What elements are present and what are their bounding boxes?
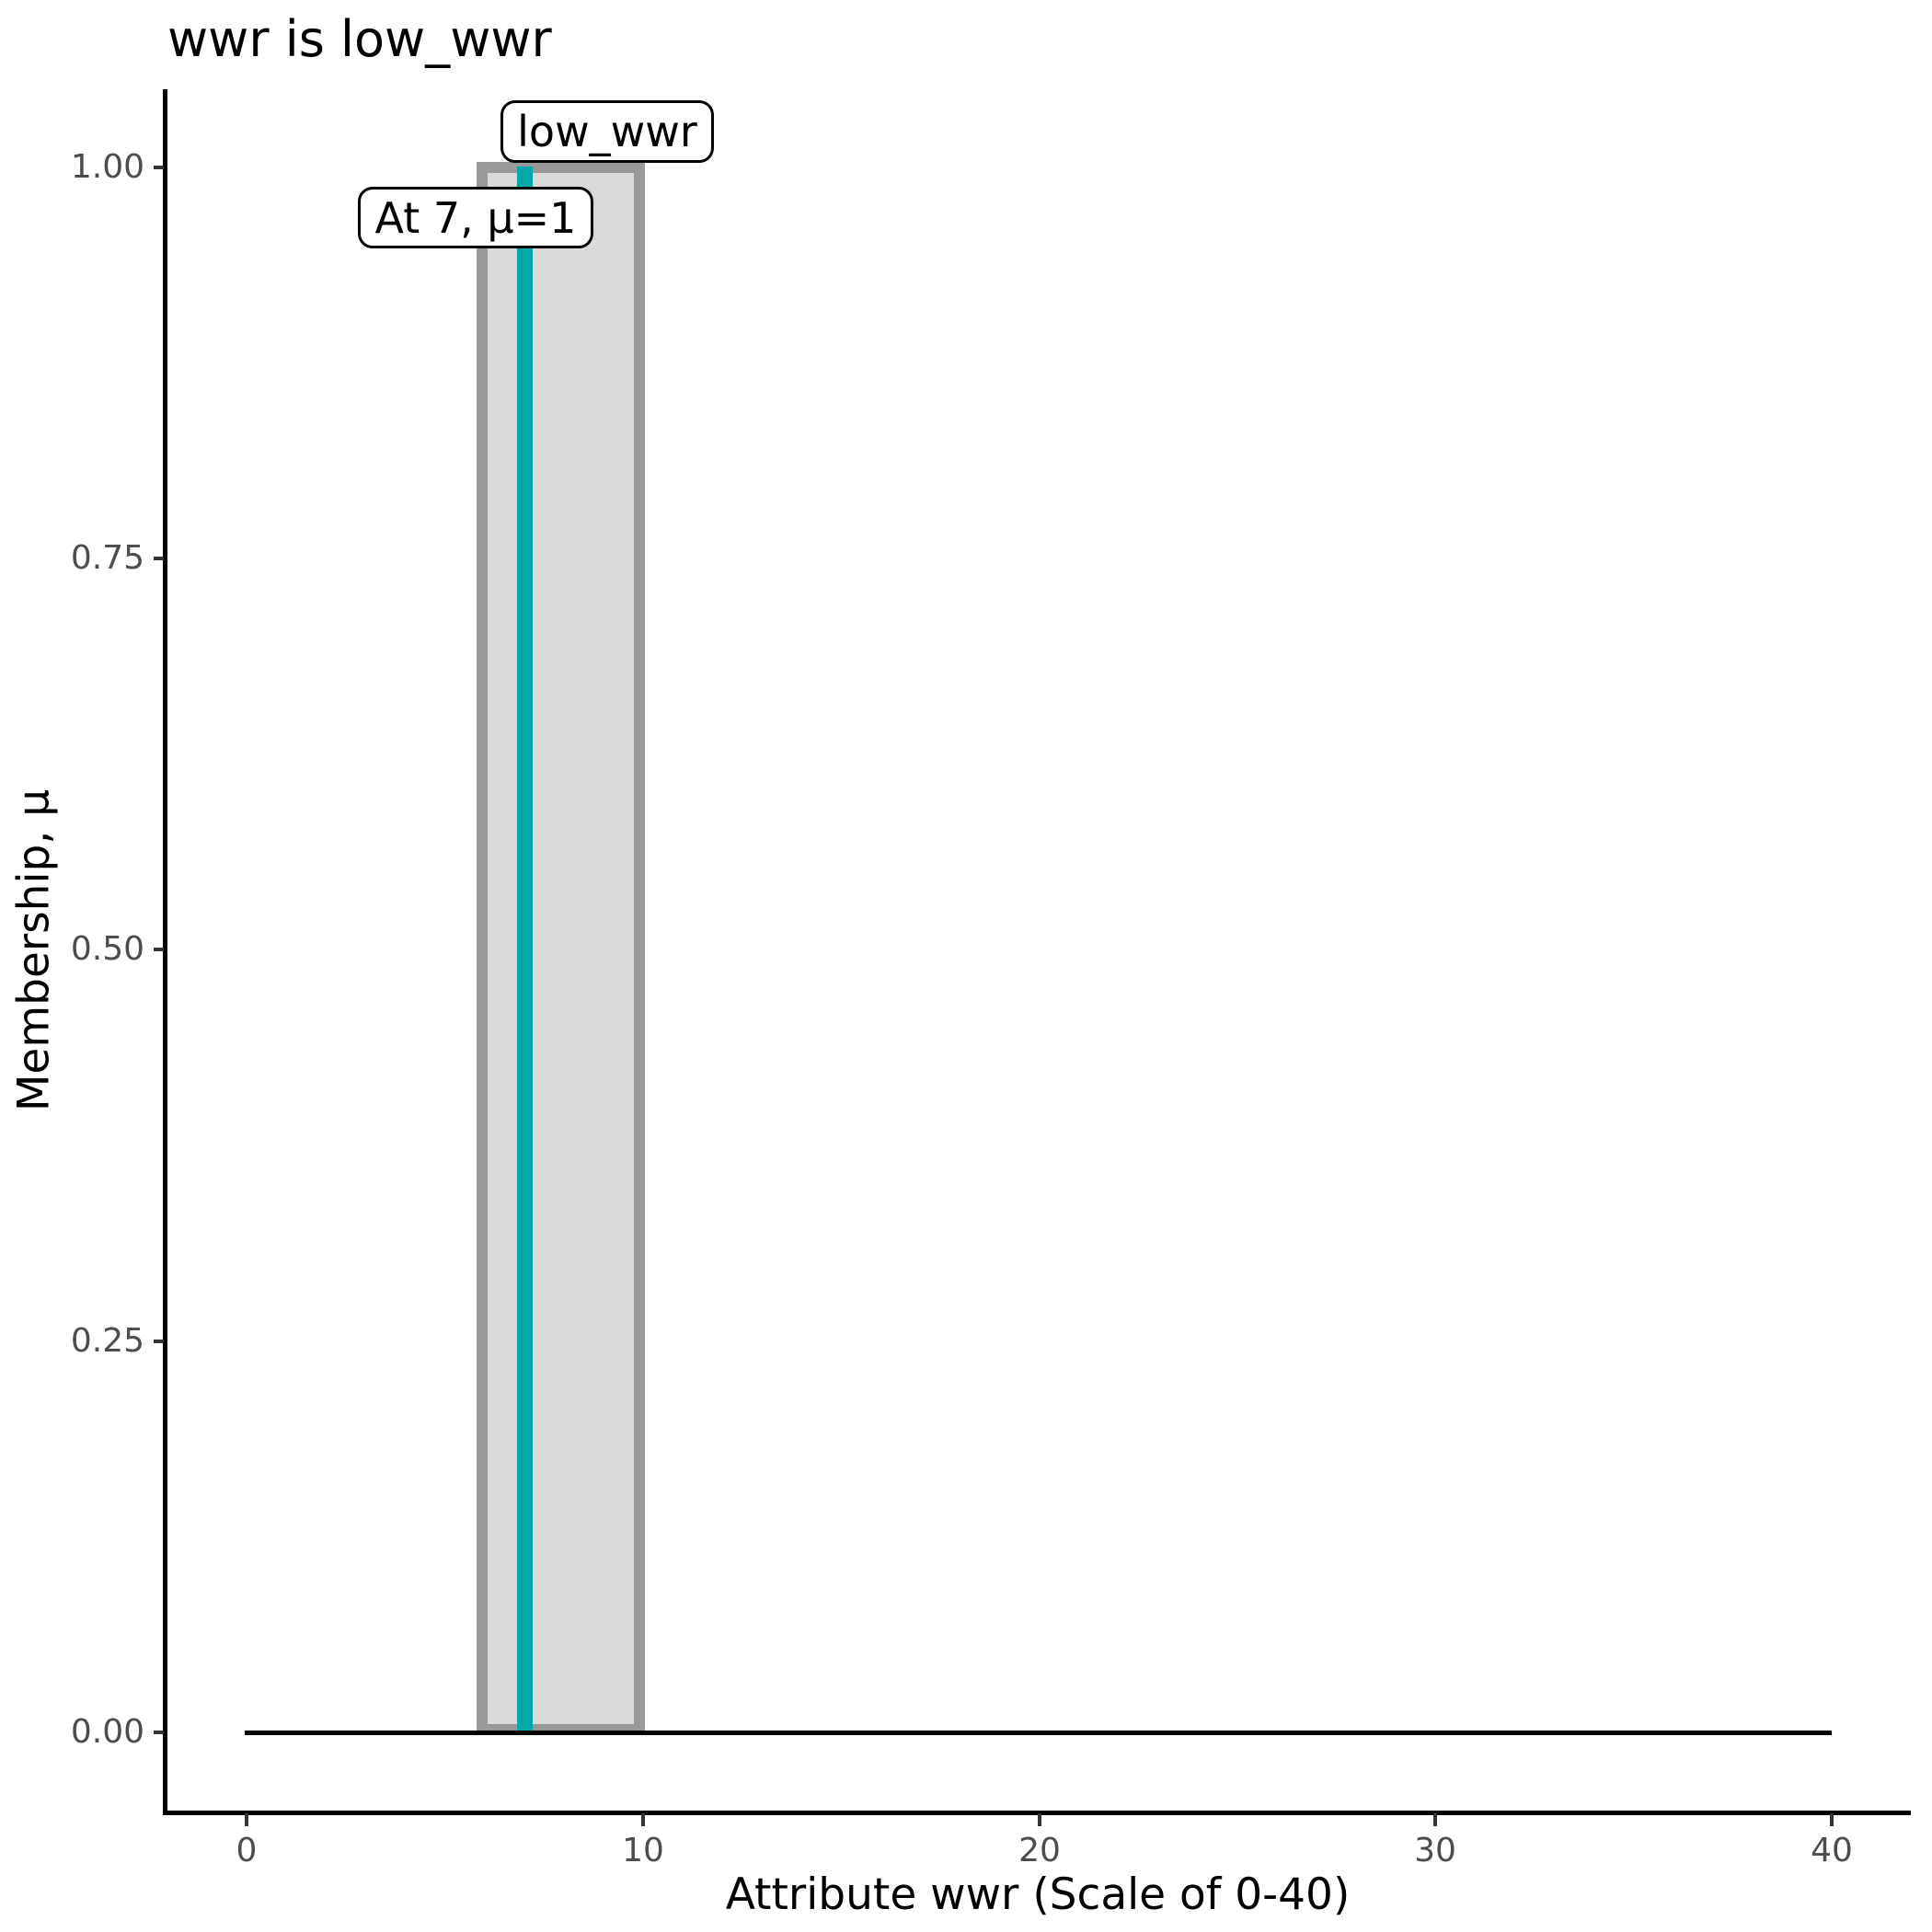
y-tick-label: 0.25: [70, 1322, 144, 1360]
x-tick-30: [1433, 1813, 1437, 1826]
y-tick-1.00: [154, 166, 164, 169]
y-tick-0.00: [154, 1731, 164, 1734]
x-axis-title: Attribute wwr (Scale of 0-40): [725, 1869, 1351, 1920]
x-tick-20: [1038, 1813, 1041, 1826]
x-tick-label: 10: [622, 1832, 664, 1869]
set-name-label-box: low_wwr: [500, 100, 714, 163]
membership-value-label: At 7, μ=1: [374, 192, 577, 243]
x-tick-10: [641, 1813, 645, 1826]
chart-title: wwr is low_wwr: [167, 10, 552, 68]
x-tick-label: 20: [1018, 1832, 1061, 1869]
y-axis-line: [163, 89, 167, 1815]
y-tick-0.25: [154, 1340, 164, 1343]
x-tick-40: [1830, 1813, 1834, 1826]
y-tick-label: 0.50: [70, 930, 144, 968]
x-tick-label: 30: [1414, 1832, 1456, 1869]
y-tick-0.50: [154, 948, 164, 951]
zero-membership-line: [245, 1731, 1832, 1735]
x-tick-label: 40: [1811, 1832, 1853, 1869]
y-tick-label: 1.00: [70, 148, 144, 186]
y-tick-label: 0.00: [70, 1713, 144, 1751]
x-tick-0: [245, 1813, 248, 1826]
membership-function-bar: [477, 162, 645, 1735]
x-axis-line: [163, 1811, 1911, 1815]
membership-value-label-box: At 7, μ=1: [358, 187, 593, 248]
x-tick-label: 0: [236, 1832, 258, 1869]
set-name-label: low_wwr: [517, 107, 697, 156]
y-tick-label: 0.75: [70, 539, 144, 577]
crisp-input-line: [517, 167, 533, 1732]
y-tick-0.75: [154, 557, 164, 560]
